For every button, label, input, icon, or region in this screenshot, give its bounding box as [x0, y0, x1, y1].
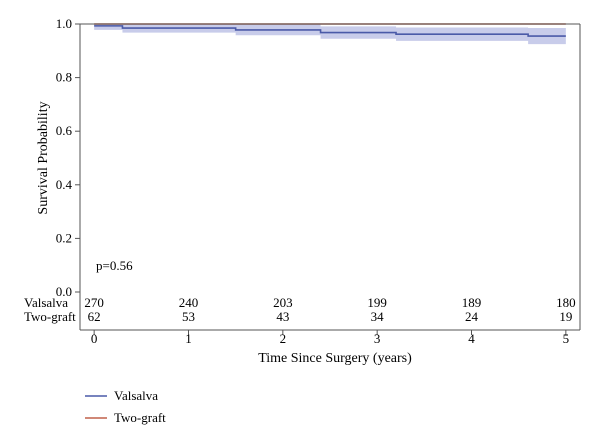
y-tick-label: 0.0 — [56, 284, 72, 299]
at-risk-value: 24 — [465, 309, 479, 324]
x-tick-label: 4 — [468, 331, 475, 346]
ci-band-valsalva — [94, 24, 566, 45]
at-risk-value: 34 — [371, 309, 385, 324]
y-tick-label: 0.6 — [56, 123, 73, 138]
at-risk-value: 203 — [273, 295, 293, 310]
x-tick-label: 1 — [185, 331, 192, 346]
x-axis-label: Time Since Surgery (years) — [258, 351, 412, 366]
x-tick-label: 3 — [374, 331, 381, 346]
p-value-annotation: p=0.56 — [96, 258, 133, 273]
at-risk-value: 53 — [182, 309, 195, 324]
legend-label: Valsalva — [114, 388, 158, 403]
y-tick-label: 0.8 — [56, 70, 72, 85]
at-risk-value: 199 — [367, 295, 387, 310]
at-risk-value: 270 — [84, 295, 104, 310]
at-risk-row-label: Valsalva — [24, 295, 68, 310]
at-risk-value: 240 — [179, 295, 199, 310]
at-risk-value: 43 — [276, 309, 289, 324]
at-risk-row-label: Two-graft — [24, 309, 76, 324]
survival-line-valsalva — [94, 25, 566, 37]
y-tick-label: 0.2 — [56, 230, 72, 245]
at-risk-value: 189 — [462, 295, 482, 310]
at-risk-value: 180 — [556, 295, 576, 310]
legend-label: Two-graft — [114, 410, 166, 425]
y-axis-label: Survival Probability — [36, 101, 51, 214]
at-risk-value: 62 — [88, 309, 101, 324]
y-tick-label: 0.4 — [56, 177, 73, 192]
x-tick-label: 5 — [563, 331, 570, 346]
at-risk-value: 19 — [559, 309, 572, 324]
x-tick-label: 0 — [91, 331, 98, 346]
y-tick-label: 1.0 — [56, 16, 72, 31]
x-tick-label: 2 — [280, 331, 287, 346]
